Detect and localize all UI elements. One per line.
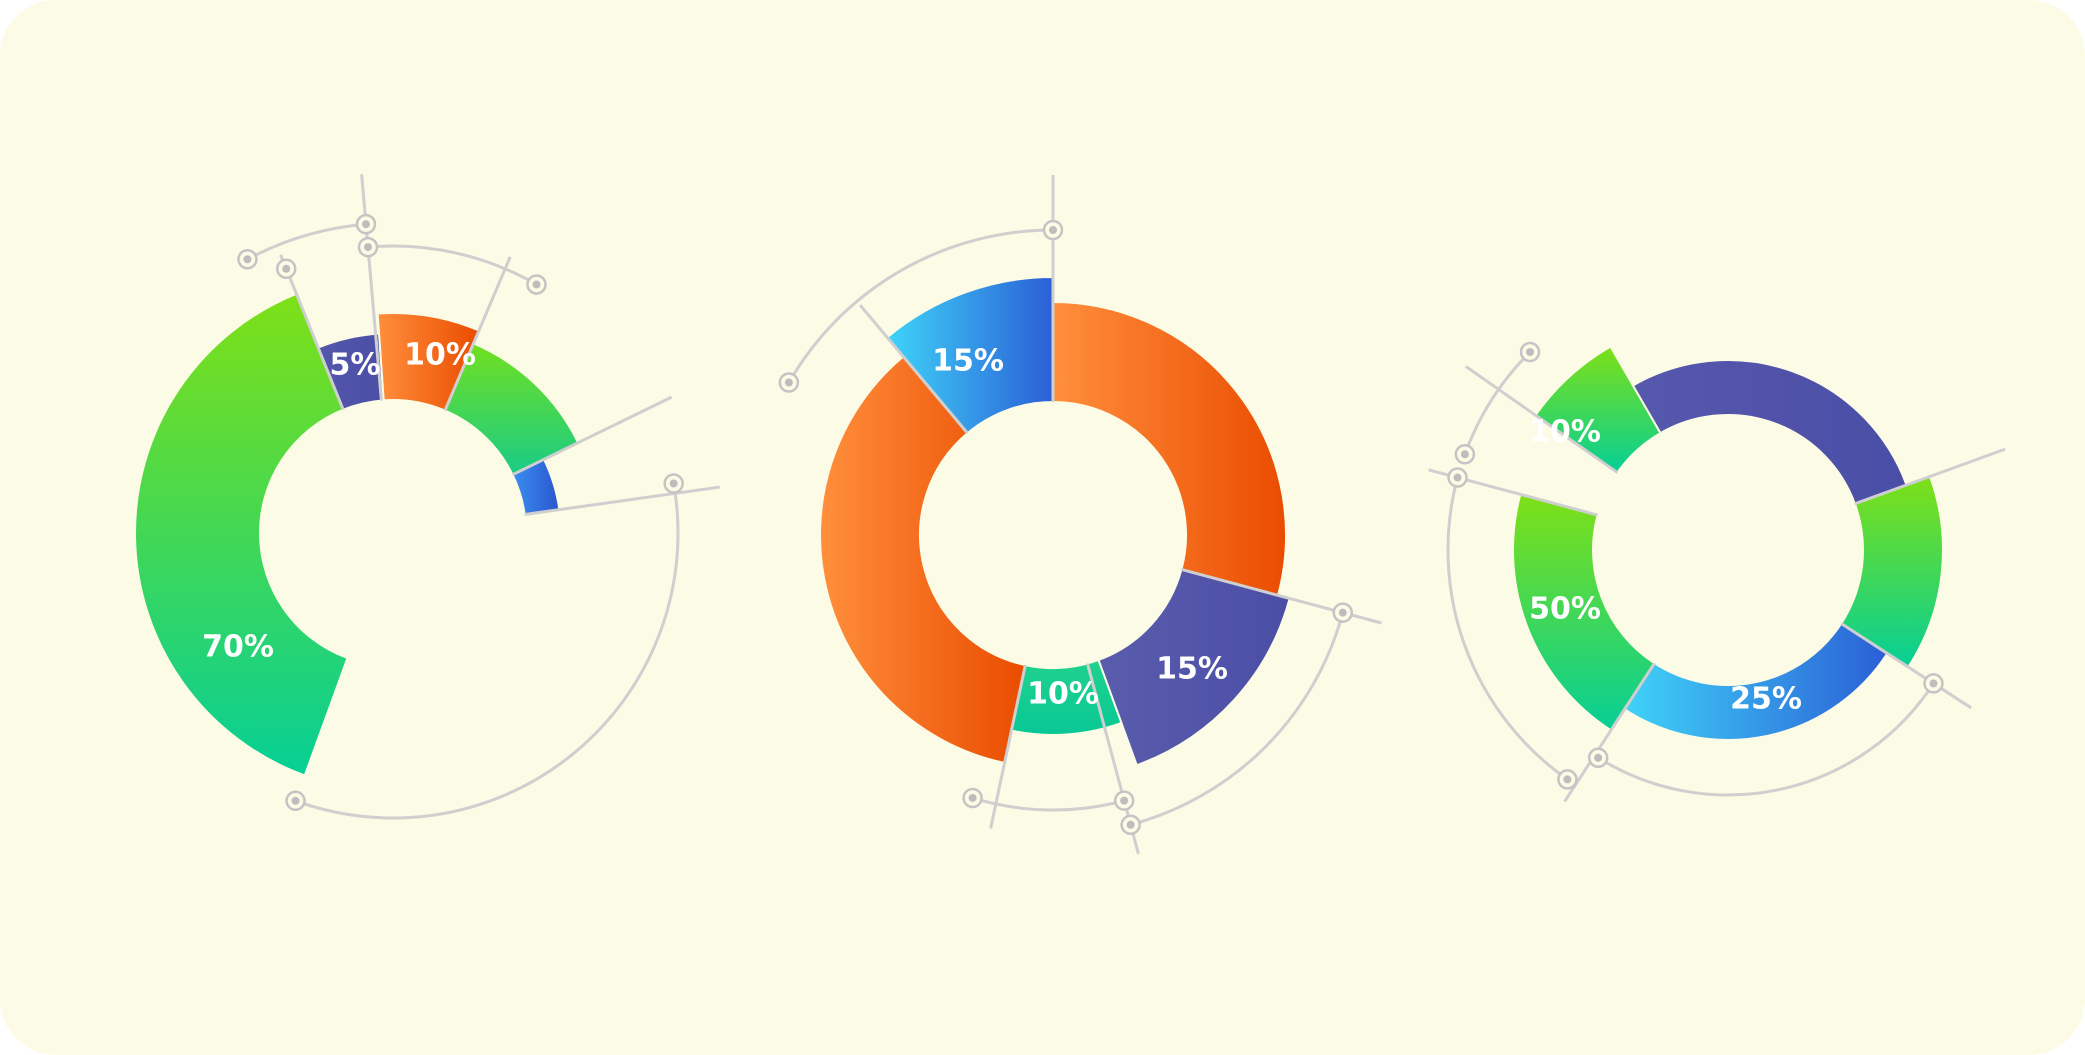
slice-label: 70%: [202, 630, 274, 665]
guide-marker: [355, 213, 377, 235]
guide-marker: [778, 372, 800, 393]
slice-separator-line: [511, 395, 673, 477]
slice-label: 10%: [1027, 677, 1099, 712]
donut-slice: [134, 292, 349, 777]
slice-separator-line: [1840, 622, 1973, 710]
slice-separator-line: [279, 254, 345, 411]
guide-arc: [972, 796, 1125, 812]
slice-label: 10%: [404, 338, 476, 373]
donut-chart-1: 70% 5% 10%: [134, 174, 720, 820]
guide-arc: [295, 483, 680, 820]
slice-separator-line: [524, 485, 720, 516]
guide-arc: [367, 244, 538, 286]
slice-label: 15%: [1156, 652, 1228, 687]
slice-label: 25%: [1730, 682, 1802, 717]
guide-arcs: [1446, 350, 1935, 797]
guide-marker: [1447, 467, 1468, 488]
guide-marker: [1587, 747, 1609, 769]
guide-marker: [1557, 769, 1578, 790]
guide-marker: [663, 473, 684, 494]
donut-slice: [1052, 300, 1287, 597]
donut-slice: [819, 355, 1027, 765]
donut-slice: [1097, 568, 1291, 767]
guide-arc: [246, 222, 367, 261]
guide-marker: [1454, 443, 1476, 465]
slice-separator-line: [1563, 662, 1656, 803]
guide-arc: [1446, 477, 1569, 781]
guide-arcs: [246, 222, 680, 820]
guide-marker: [357, 236, 379, 258]
guide-arc: [1463, 350, 1532, 455]
guide-marker: [275, 258, 297, 280]
guide-marker: [1923, 673, 1944, 694]
donut-chart-3: 10% 25% 50%: [1428, 341, 2006, 803]
guide-marker: [1113, 790, 1135, 811]
slice-separator-line: [443, 256, 512, 412]
slice-label: 5%: [330, 348, 381, 383]
donut-slice: [1512, 493, 1656, 732]
guide-marker: [1120, 814, 1141, 836]
guide-marker: [1332, 602, 1354, 623]
guide-marker: [962, 787, 983, 809]
guide-marker: [1519, 341, 1541, 363]
donut-slice: [1534, 345, 1662, 474]
donut-slice: [1631, 359, 1908, 506]
guide-marker: [1042, 219, 1064, 241]
slice-separator-line: [859, 304, 969, 435]
guide-marker: [285, 790, 306, 812]
slice-separator-line: [1465, 365, 1619, 474]
slice-label: 15%: [932, 344, 1004, 379]
slice-separator-line: [1854, 447, 2006, 506]
slice-separator-line: [989, 664, 1027, 829]
slice-label: 50%: [1529, 592, 1601, 627]
donut-chart-2: 15% 15% 10%: [778, 175, 1382, 855]
slice-separator-line: [360, 174, 383, 401]
slice-label: 10%: [1529, 415, 1601, 450]
guide-arc: [1130, 612, 1345, 827]
guide-arcs: [787, 228, 1345, 827]
guide-arc: [1597, 682, 1935, 797]
guide-marker: [526, 274, 547, 295]
guide-arc: [787, 228, 1054, 384]
guide-marker: [237, 249, 258, 270]
